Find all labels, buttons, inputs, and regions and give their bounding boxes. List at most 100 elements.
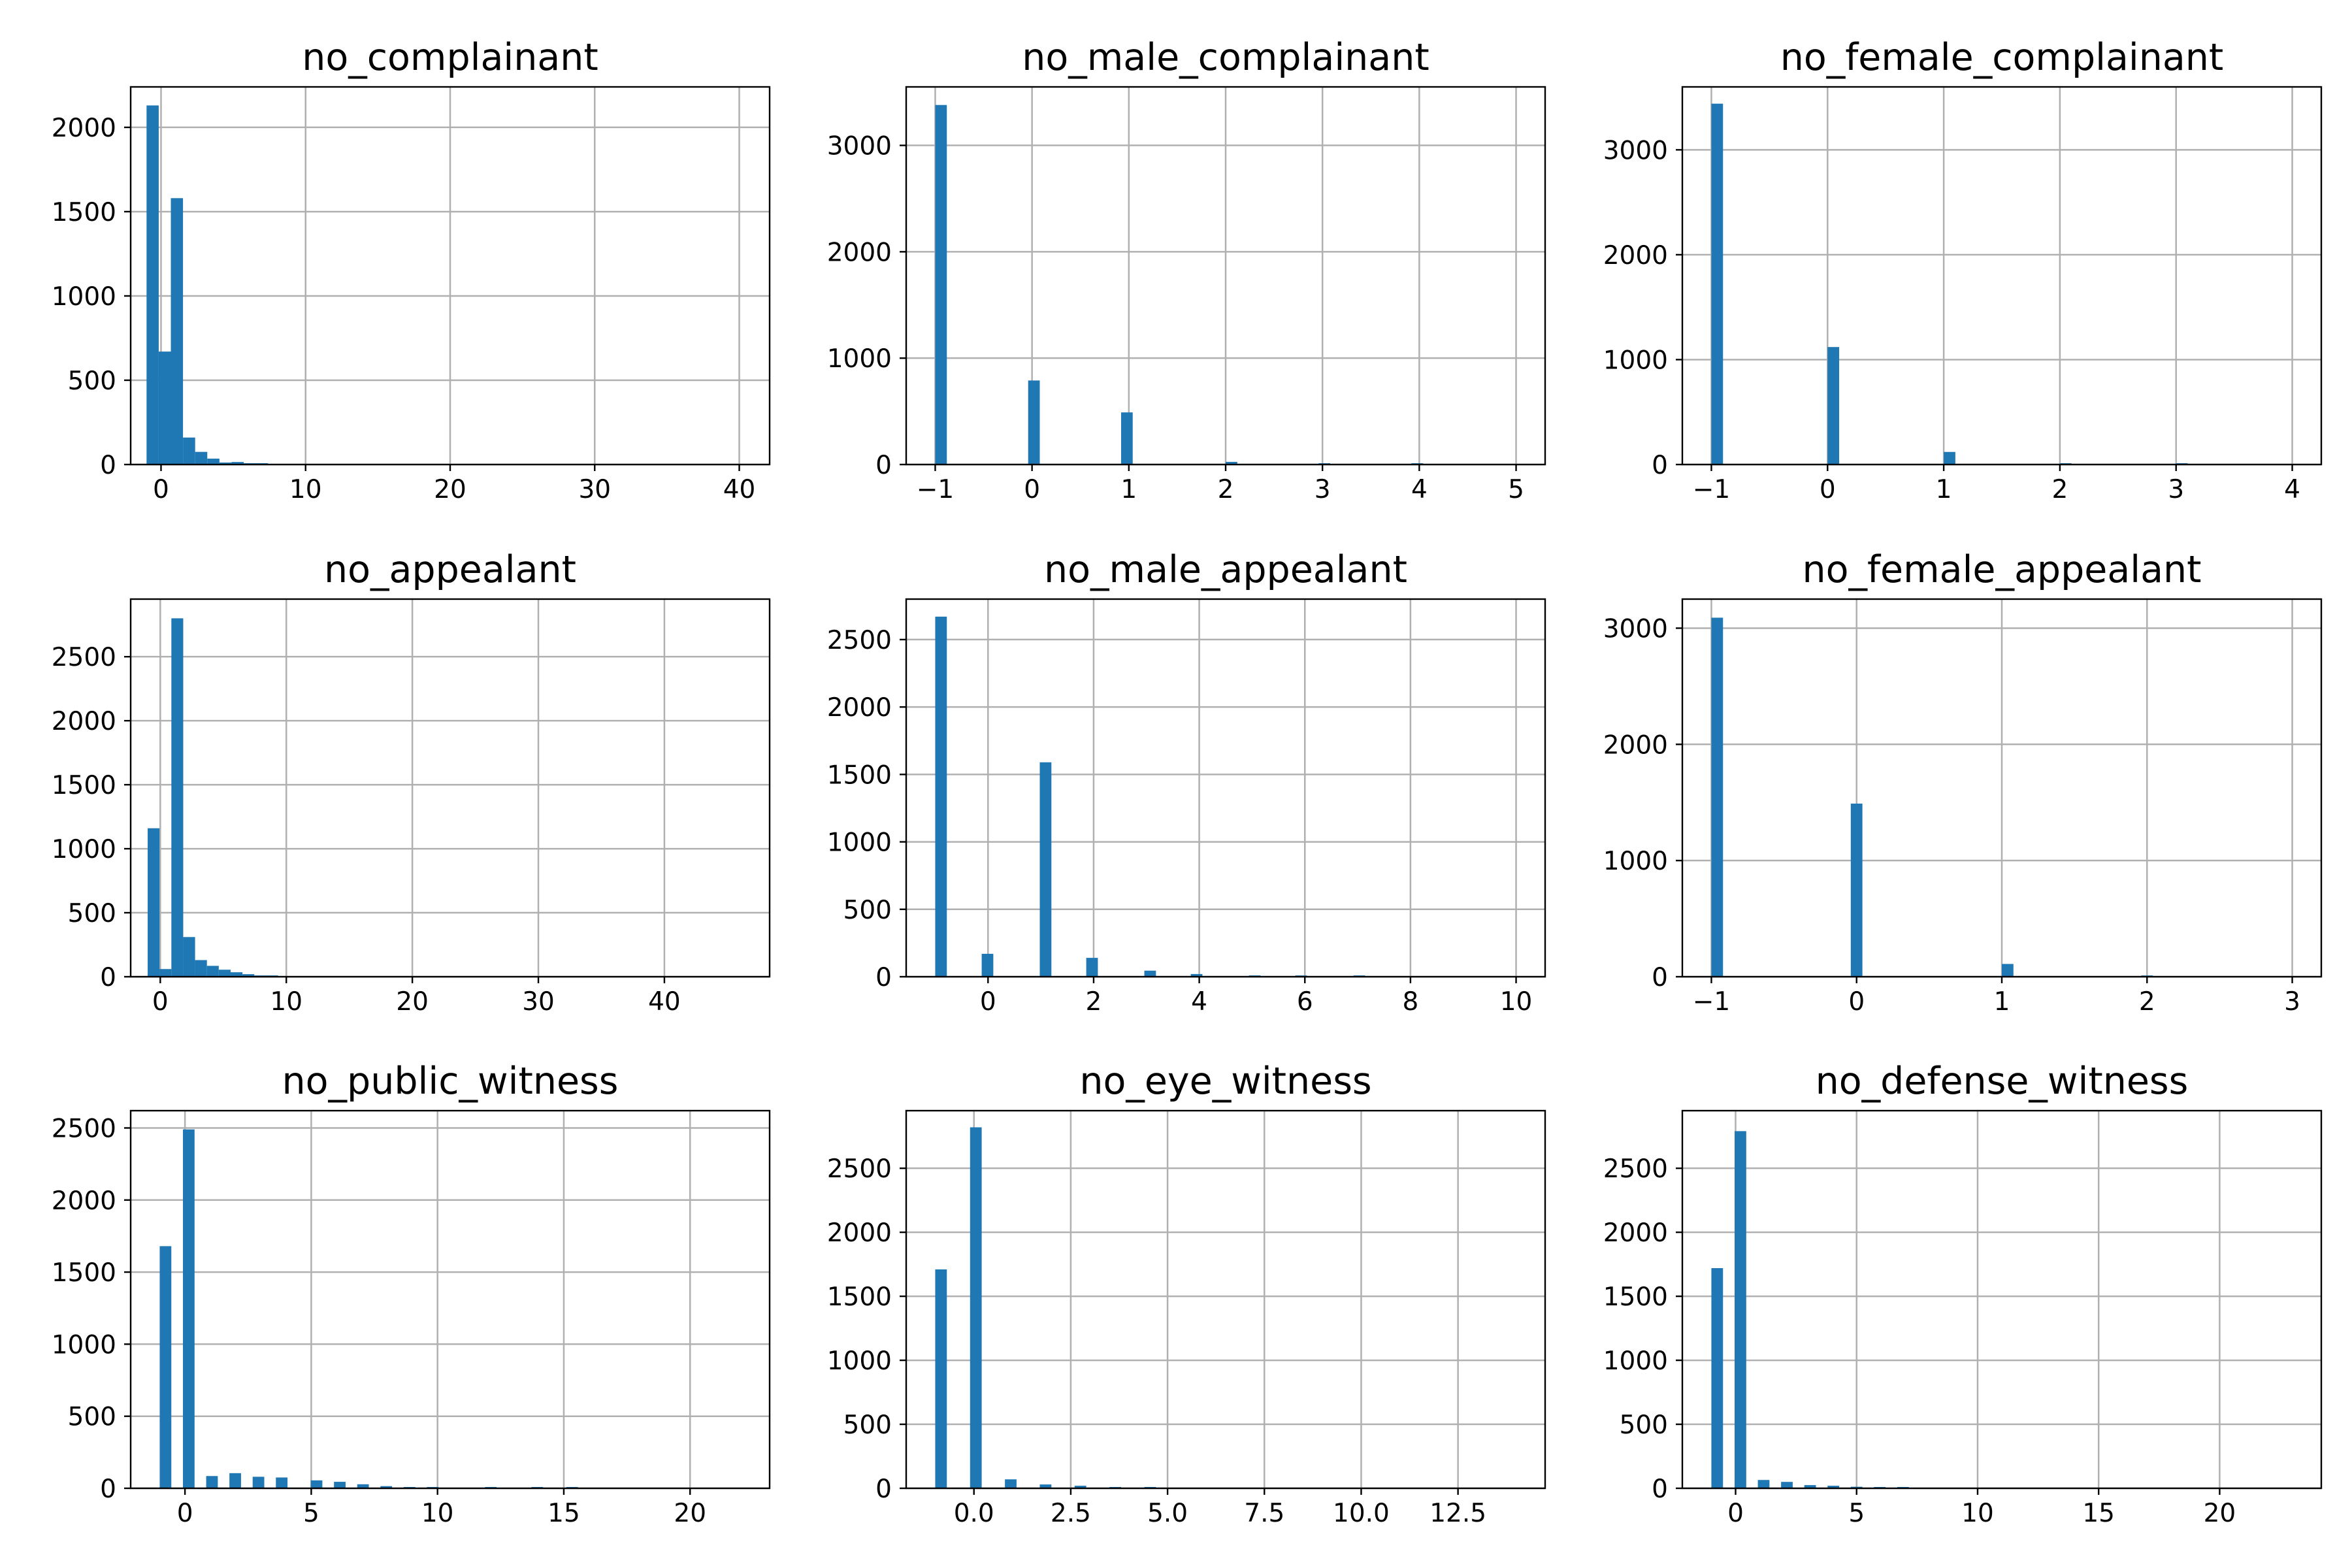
y-tick-label: 1000	[52, 835, 116, 864]
histogram-bar	[1711, 617, 1723, 977]
histogram-panel: −1 0 1 2 3 4 0 1000 2000 3000 no_female_complainan…	[1603, 36, 2323, 504]
y-tick-label: 1000	[1603, 346, 1668, 375]
y-tick-label: 1000	[827, 828, 892, 858]
histogram-bar	[1039, 1484, 1052, 1488]
histogram-bar	[1086, 958, 1098, 977]
histogram-bar	[1850, 804, 1863, 977]
x-tick-label: 20	[674, 1499, 706, 1528]
y-tick-label: 0	[1652, 451, 1668, 480]
x-tick-label: 3	[2168, 475, 2184, 504]
axes-frame	[1681, 86, 2323, 466]
x-tick-label: 0	[152, 987, 169, 1017]
x-tick-label: 30	[578, 475, 611, 504]
y-tick-label: 3000	[827, 132, 892, 161]
y-tick-label: 2500	[827, 1154, 892, 1184]
y-tick-label: 0	[100, 1475, 116, 1504]
x-tick-label: 7.5	[1244, 1499, 1284, 1528]
y-tick-label: 0	[100, 963, 116, 992]
x-tick-label: 2	[2139, 987, 2155, 1017]
y-tick-label: 0	[875, 451, 892, 480]
histogram-bar	[230, 972, 243, 977]
histogram-panel: −1 0 1 2 3 0 1000 2000 3000 no_female_appealant	[1603, 548, 2323, 1017]
histogram-panel: 0.0 2.5 5.0 7.5 10.0 12.5 0 500 1000 1500 2000 2500…	[827, 1060, 1546, 1528]
x-tick-label: 5.0	[1147, 1499, 1188, 1528]
x-tick-label: 10.0	[1333, 1499, 1390, 1528]
x-tick-label: 4	[2284, 475, 2300, 504]
histogram-bar	[158, 351, 171, 465]
x-tick-label: −1	[917, 475, 955, 504]
panel-title: no_public_witness	[282, 1060, 619, 1103]
y-tick-label: 1000	[1603, 847, 1668, 876]
x-tick-label: 10	[421, 1499, 454, 1528]
x-tick-label: 0	[177, 1499, 193, 1528]
axes-frame	[1681, 1109, 2323, 1490]
y-tick-label: 1000	[827, 344, 892, 374]
x-tick-label: 1	[1120, 475, 1137, 504]
histogram-bar	[1144, 970, 1156, 977]
y-tick-label: 1500	[827, 1282, 892, 1312]
histogram-bar	[2002, 964, 2014, 977]
histogram-bar	[231, 462, 244, 465]
y-tick-label: 2000	[1603, 1218, 1668, 1248]
histogram-bar	[1039, 762, 1052, 977]
x-tick-label: 10	[1500, 987, 1533, 1017]
histogram-bar	[206, 1476, 218, 1488]
y-tick-label: 500	[1620, 1411, 1668, 1440]
y-tick-label: 2000	[52, 707, 116, 736]
x-tick-label: 4	[1411, 475, 1428, 504]
panel-title: no_appealant	[324, 548, 576, 591]
y-tick-label: 2000	[827, 238, 892, 267]
histogram-bar	[1711, 103, 1723, 465]
x-tick-label: 20	[396, 987, 429, 1017]
histogram-panel: −1 0 1 2 3 4 5 0 1000 2000 3000 no_male_complainant	[827, 36, 1546, 504]
histogram-panel: 0 10 20 30 40 0 500 1000 1500 2000 no_complainant	[52, 36, 771, 504]
x-tick-label: 40	[723, 475, 756, 504]
histogram-bar	[935, 105, 947, 465]
histogram-bar	[981, 953, 994, 977]
histogram-bar	[1944, 451, 1955, 465]
x-tick-label: 3	[1315, 475, 1331, 504]
histogram-bar	[1711, 1267, 1723, 1488]
panel-title: no_eye_witness	[1079, 1060, 1371, 1103]
histogram-bar	[195, 451, 208, 465]
x-tick-label: 40	[648, 987, 681, 1017]
x-tick-label: 0	[153, 475, 169, 504]
y-tick-label: 2500	[827, 626, 892, 655]
y-tick-label: 0	[875, 963, 892, 992]
x-tick-label: 20	[434, 475, 466, 504]
histogram-bar	[276, 1477, 288, 1488]
histogram-bar	[1120, 412, 1133, 465]
x-tick-label: 10	[270, 987, 302, 1017]
x-tick-label: 1	[1994, 987, 2010, 1017]
x-tick-label: 0	[1024, 475, 1040, 504]
y-tick-label: 2500	[52, 643, 116, 672]
histogram-bar	[148, 828, 160, 977]
histogram-bar	[357, 1484, 369, 1488]
y-tick-label: 1000	[827, 1347, 892, 1376]
y-tick-label: 1000	[52, 282, 116, 312]
x-tick-label: 0	[1848, 987, 1865, 1017]
y-tick-label: 500	[68, 367, 116, 396]
x-tick-label: 15	[2082, 1499, 2115, 1528]
x-tick-label: −1	[1693, 475, 1731, 504]
x-tick-label: 10	[1961, 1499, 1994, 1528]
x-tick-label: 2	[1218, 475, 1234, 504]
panel-title: no_male_complainant	[1022, 36, 1429, 79]
x-tick-label: 20	[2204, 1499, 2236, 1528]
x-tick-label: 2	[1086, 987, 1102, 1017]
histogram-bar	[1190, 973, 1203, 977]
histogram-bar	[970, 1127, 982, 1488]
histogram-panel: 0 5 10 15 20 0 500 1000 1500 2000 2500 no_defense_w…	[1603, 1060, 2323, 1528]
histogram-bar	[146, 105, 159, 465]
axes-frame	[129, 598, 771, 978]
histogram-bar	[1757, 1480, 1770, 1488]
y-tick-label: 2000	[52, 114, 116, 143]
histogram-panel: 0 2 4 6 8 10 0 500 1000 1500 2000 2500 no_male_appea…	[827, 548, 1546, 1017]
x-tick-label: 10	[289, 475, 322, 504]
y-tick-label: 2500	[52, 1114, 116, 1143]
histogram-bar	[218, 970, 231, 977]
x-tick-label: 4	[1191, 987, 1207, 1017]
histogram-bar	[195, 960, 207, 977]
y-tick-label: 500	[843, 1411, 892, 1440]
x-tick-label: 0.0	[954, 1499, 994, 1528]
